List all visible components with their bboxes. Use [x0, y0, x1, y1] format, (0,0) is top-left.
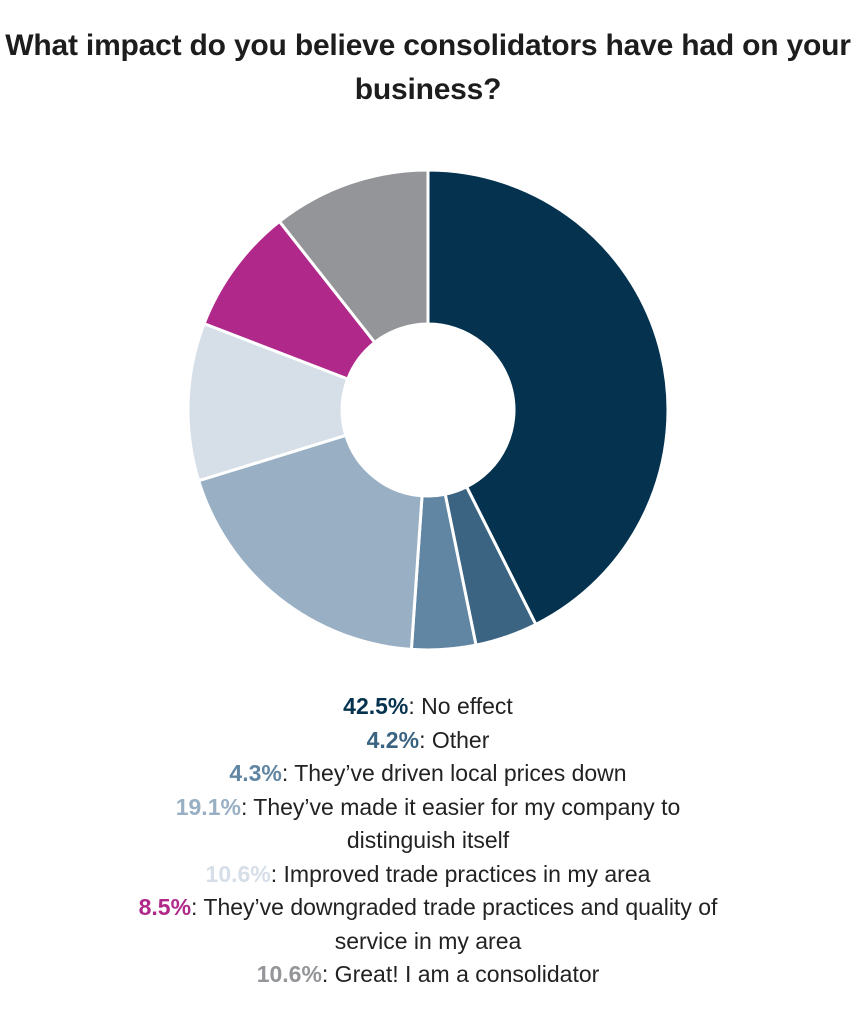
- legend-label: : They’ve made it easier for my company …: [241, 794, 680, 854]
- legend-value: 8.5%: [139, 894, 191, 920]
- legend-value: 10.6%: [257, 961, 322, 987]
- legend-item: 10.6%: Great! I am a consolidator: [0, 958, 856, 992]
- donut-slices: [188, 170, 668, 650]
- legend-value: 19.1%: [176, 794, 241, 820]
- legend-value: 10.6%: [206, 861, 271, 887]
- legend-item: 8.5%: They’ve downgraded trade practices…: [128, 891, 728, 958]
- legend-label: : Great! I am a consolidator: [322, 961, 599, 987]
- legend-item: 42.5%: No effect: [0, 690, 856, 724]
- legend-label: : No effect: [408, 693, 512, 719]
- legend-value: 4.3%: [229, 760, 281, 786]
- legend-value: 4.2%: [367, 727, 419, 753]
- legend-value: 42.5%: [343, 693, 408, 719]
- legend-item: 10.6%: Improved trade practices in my ar…: [0, 858, 856, 892]
- legend-label: : Other: [419, 727, 489, 753]
- legend-label: : They’ve downgraded trade practices and…: [191, 894, 717, 954]
- legend-item: 4.2%: Other: [0, 724, 856, 758]
- legend-item: 4.3%: They’ve driven local prices down: [0, 757, 856, 791]
- legend-label: : Improved trade practices in my area: [271, 861, 651, 887]
- legend-item: 19.1%: They’ve made it easier for my com…: [128, 791, 728, 858]
- chart-legend: 42.5%: No effect 4.2%: Other 4.3%: They’ve…: [0, 690, 856, 992]
- legend-label: : They’ve driven local prices down: [282, 760, 627, 786]
